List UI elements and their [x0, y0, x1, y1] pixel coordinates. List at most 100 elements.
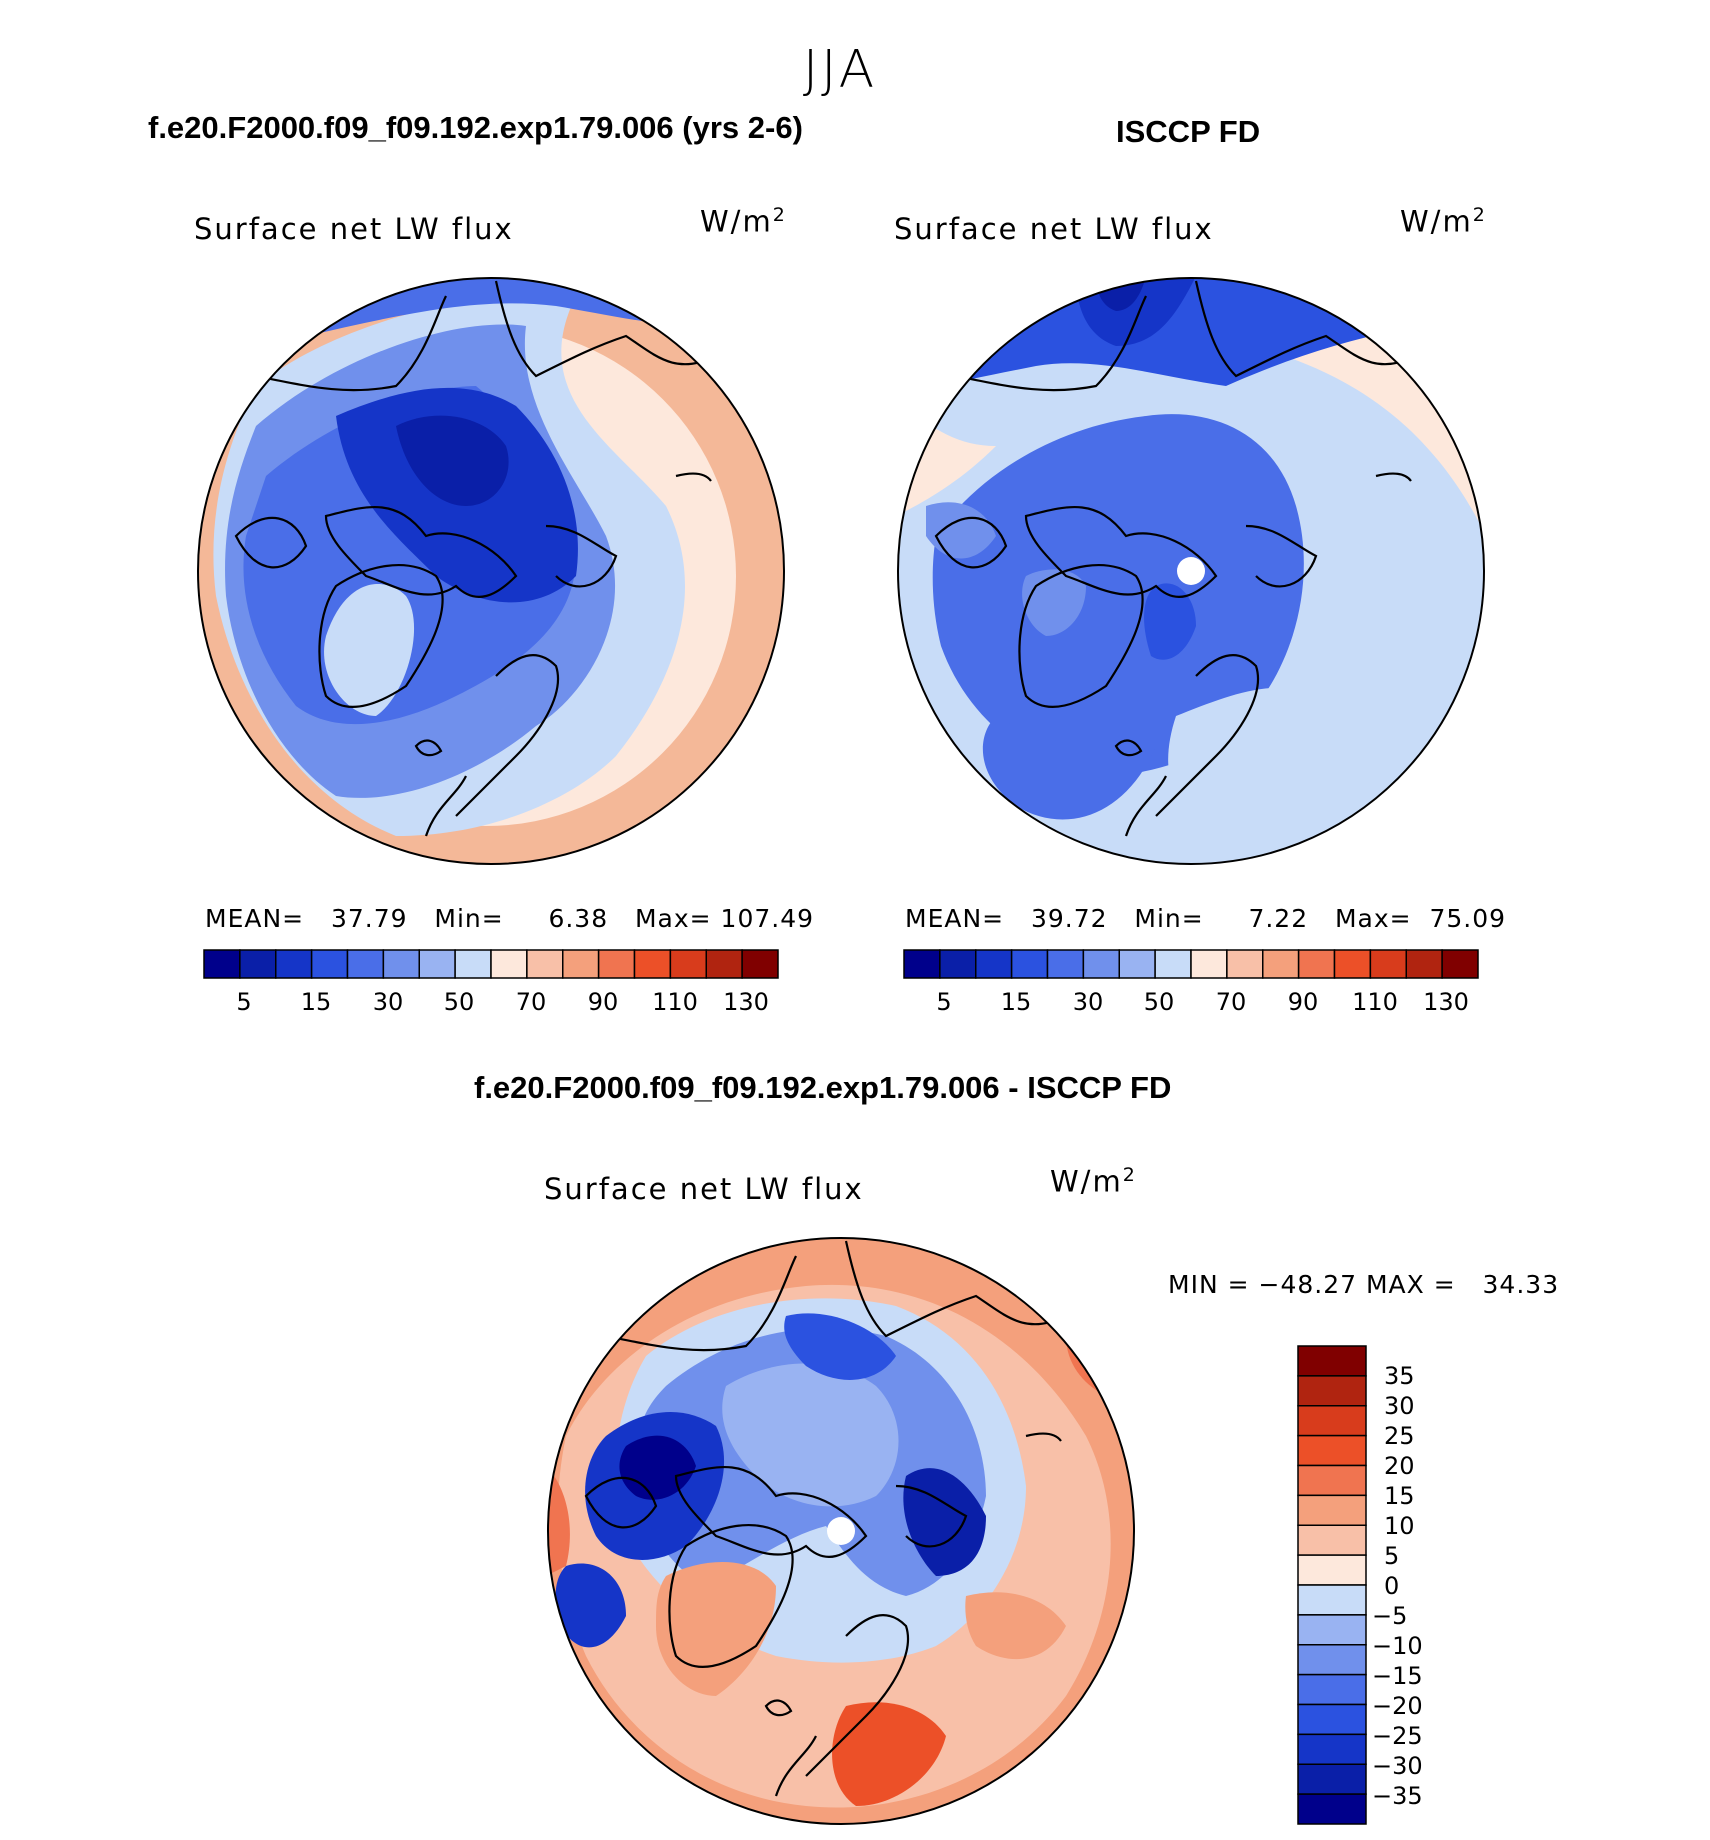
- tick-label: 130: [1423, 988, 1469, 1016]
- tick-label: 90: [1287, 988, 1319, 1016]
- colorbar-swatch: [1297, 1345, 1367, 1377]
- right-colorbar: [903, 949, 1479, 979]
- tick-label: 15: [1000, 988, 1032, 1016]
- colorbar-swatch: [1297, 1405, 1367, 1437]
- diff-minmax: MIN = −48.27 MAX = 34.33: [1168, 1270, 1560, 1299]
- colorbar-swatch: [1118, 949, 1156, 979]
- diff-colorbar: [1297, 1345, 1367, 1825]
- colorbar-swatch: [1297, 949, 1336, 979]
- tick-label: 25: [1384, 1422, 1415, 1450]
- colorbar-swatch: [975, 949, 1013, 979]
- left-colorbar: [203, 949, 779, 979]
- tick-label: 15: [300, 988, 332, 1016]
- colorbar-swatch: [1297, 1733, 1367, 1765]
- colorbar-swatch: [939, 949, 977, 979]
- colorbar-swatch: [1369, 949, 1407, 979]
- colorbar-swatch: [1226, 949, 1264, 979]
- colorbar-swatch: [1297, 1375, 1367, 1407]
- tick-label: −35: [1372, 1782, 1423, 1810]
- colorbar-swatch: [669, 949, 707, 979]
- colorbar-swatch: [1082, 949, 1120, 979]
- diff-variable-label: Surface net LW flux: [544, 1172, 864, 1206]
- right-units: W/m2: [1400, 204, 1487, 239]
- right-variable-label: Surface net LW flux: [894, 212, 1214, 246]
- colorbar-swatch: [346, 949, 385, 979]
- tick-label: 20: [1384, 1452, 1415, 1480]
- tick-label: 5: [1384, 1542, 1400, 1570]
- left-colorbar-ticks: 5 15 30 50 70 90 110 130: [204, 988, 778, 1022]
- tick-label: 5: [936, 988, 952, 1016]
- diff-units: W/m2: [1050, 1164, 1137, 1199]
- tick-label: −5: [1372, 1602, 1408, 1630]
- tick-label: 30: [1072, 988, 1104, 1016]
- right-case-title: ISCCP FD: [1116, 114, 1261, 149]
- right-polar-map: [897, 277, 1485, 865]
- right-stats: MEAN= 39.72 Min= 7.22 Max= 75.09: [905, 904, 1507, 933]
- left-variable-label: Surface net LW flux: [194, 212, 514, 246]
- tick-label: 15: [1384, 1482, 1415, 1510]
- colorbar-swatch: [1297, 1584, 1367, 1616]
- diff-colorbar-ticks: 35 30 25 20 15 10 5 0 −5 −10 −15 −20 −25…: [1372, 1346, 1504, 1826]
- colorbar-swatch: [203, 949, 241, 979]
- colorbar-swatch: [633, 949, 672, 979]
- tick-label: 110: [652, 988, 698, 1016]
- colorbar-swatch: [1297, 1673, 1367, 1706]
- colorbar-swatch: [1297, 1644, 1367, 1676]
- colorbar-swatch: [1154, 949, 1192, 979]
- colorbar-swatch: [418, 949, 456, 979]
- colorbar-swatch: [1297, 1703, 1367, 1736]
- colorbar-swatch: [1046, 949, 1085, 979]
- colorbar-swatch: [1297, 1793, 1367, 1825]
- colorbar-swatch: [275, 949, 313, 979]
- colorbar-swatch: [310, 949, 349, 979]
- colorbar-swatch: [903, 949, 941, 979]
- colorbar-swatch: [1262, 949, 1300, 979]
- colorbar-swatch: [454, 949, 492, 979]
- colorbar-swatch: [597, 949, 636, 979]
- tick-label: −30: [1372, 1752, 1423, 1780]
- right-colorbar-ticks: 5 15 30 50 70 90 110 130: [904, 988, 1478, 1022]
- colorbar-swatch: [526, 949, 564, 979]
- tick-label: 50: [1143, 988, 1175, 1016]
- colorbar-swatch: [382, 949, 420, 979]
- tick-label: 70: [1215, 988, 1247, 1016]
- colorbar-swatch: [1010, 949, 1049, 979]
- left-polar-map: [197, 277, 785, 865]
- colorbar-swatch: [1297, 1434, 1367, 1467]
- tick-label: 110: [1352, 988, 1398, 1016]
- colorbar-swatch: [1297, 1554, 1367, 1586]
- tick-label: 30: [372, 988, 404, 1016]
- tick-label: 130: [723, 988, 769, 1016]
- colorbar-swatch: [1333, 949, 1372, 979]
- left-case-title: f.e20.F2000.f09_f09.192.exp1.79.006 (yrs…: [148, 110, 803, 145]
- tick-label: 5: [236, 988, 252, 1016]
- tick-label: −15: [1372, 1662, 1423, 1690]
- tick-label: 35: [1384, 1362, 1415, 1390]
- colorbar-swatch: [741, 949, 779, 979]
- colorbar-swatch: [1297, 1494, 1367, 1526]
- colorbar-swatch: [1297, 1763, 1367, 1795]
- diff-polar-map: [547, 1237, 1135, 1825]
- colorbar-swatch: [1297, 1464, 1367, 1497]
- colorbar-swatch: [1297, 1614, 1367, 1646]
- tick-label: −25: [1372, 1722, 1423, 1750]
- tick-label: −20: [1372, 1692, 1423, 1720]
- tick-label: −10: [1372, 1632, 1423, 1660]
- colorbar-swatch: [1297, 1524, 1367, 1556]
- colorbar-swatch: [239, 949, 277, 979]
- tick-label: 50: [443, 988, 475, 1016]
- left-stats: MEAN= 37.79 Min= 6.38 Max= 107.49: [205, 904, 815, 933]
- left-units: W/m2: [700, 204, 787, 239]
- colorbar-swatch: [490, 949, 528, 979]
- colorbar-swatch: [562, 949, 600, 979]
- diff-case-title: f.e20.F2000.f09_f09.192.exp1.79.006 - IS…: [474, 1070, 1172, 1105]
- season-title: JJA: [802, 40, 878, 100]
- tick-label: 70: [515, 988, 547, 1016]
- colorbar-swatch: [1441, 949, 1479, 979]
- colorbar-swatch: [1190, 949, 1228, 979]
- colorbar-swatch: [1405, 949, 1443, 979]
- tick-label: 10: [1384, 1512, 1415, 1540]
- tick-label: 0: [1384, 1572, 1400, 1600]
- tick-label: 90: [587, 988, 619, 1016]
- tick-label: 30: [1384, 1392, 1415, 1420]
